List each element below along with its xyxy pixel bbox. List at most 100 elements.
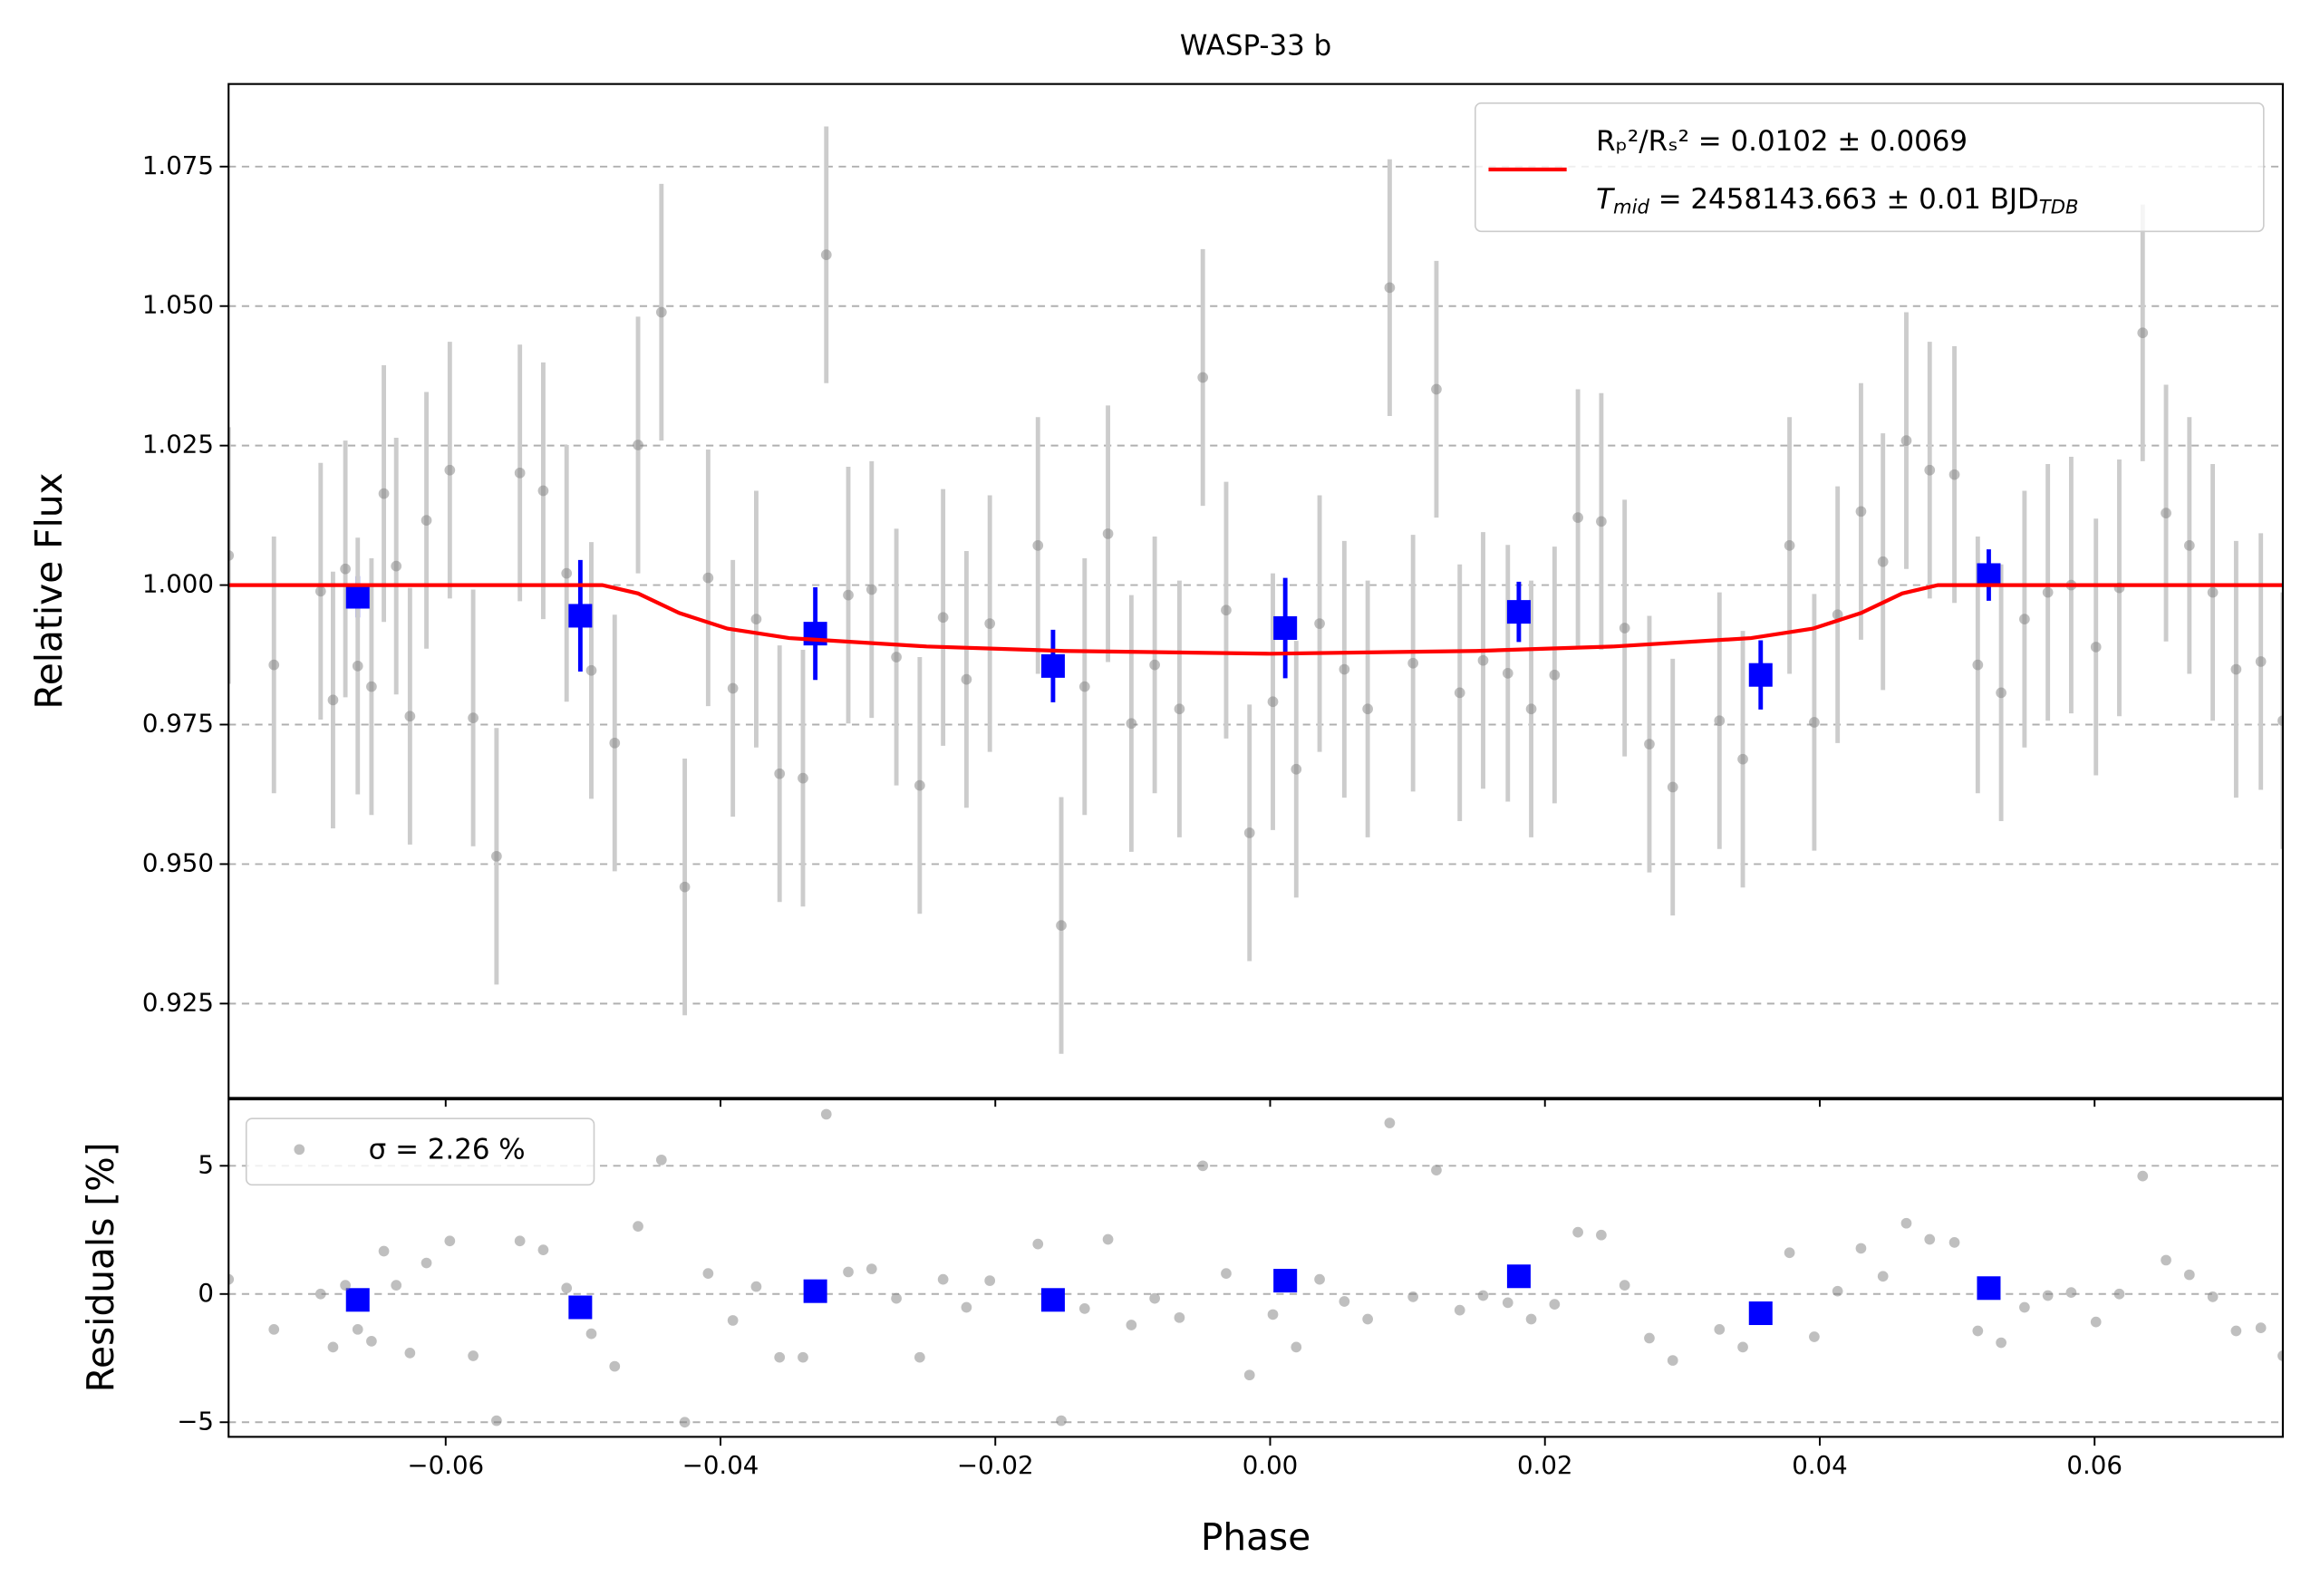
data-point bbox=[268, 659, 280, 671]
data-point bbox=[1996, 1337, 2006, 1349]
data-point bbox=[1078, 1303, 1090, 1314]
data-point bbox=[961, 673, 972, 685]
data-point bbox=[2277, 715, 2283, 727]
data-point bbox=[391, 1280, 402, 1291]
data-point bbox=[798, 1351, 808, 1363]
chart-title: WASP-33 b bbox=[1180, 30, 1331, 63]
data-point bbox=[1032, 1238, 1044, 1250]
data-point bbox=[1384, 1117, 1396, 1128]
data-point bbox=[2161, 1254, 2171, 1266]
binned-point bbox=[1748, 663, 1773, 687]
y-tick-label: 1.000 bbox=[142, 569, 214, 599]
data-point bbox=[444, 1235, 456, 1247]
data-point bbox=[1454, 1304, 1465, 1316]
data-point bbox=[1924, 1233, 1936, 1245]
binned-point bbox=[1977, 563, 2001, 587]
data-point bbox=[1667, 781, 1678, 793]
data-point bbox=[1737, 753, 1748, 765]
legend-note-part: = 2458143.663 ± 0.01 BJD bbox=[1649, 183, 2039, 216]
data-point bbox=[1314, 1273, 1325, 1285]
data-point bbox=[1339, 1296, 1350, 1307]
binned-point bbox=[568, 604, 593, 628]
data-point bbox=[1784, 1247, 1795, 1259]
data-point bbox=[1243, 827, 1255, 838]
data-point bbox=[702, 1268, 714, 1280]
y-axis-label: Residuals [%] bbox=[79, 1142, 122, 1392]
data-point bbox=[774, 1351, 786, 1363]
data-point bbox=[268, 1323, 280, 1335]
data-point bbox=[609, 1360, 621, 1372]
binned-point bbox=[1273, 615, 1298, 640]
x-tick-label: −0.02 bbox=[957, 1450, 1034, 1480]
y-tick-label: 1.025 bbox=[142, 430, 214, 459]
data-point bbox=[750, 614, 762, 624]
data-point bbox=[865, 584, 877, 595]
data-point bbox=[633, 440, 643, 450]
y-tick-label: 0.925 bbox=[142, 987, 214, 1017]
binned-point bbox=[568, 1295, 593, 1320]
data-point bbox=[1267, 696, 1279, 708]
binned-point bbox=[1273, 1269, 1298, 1293]
data-point bbox=[891, 1292, 902, 1304]
data-point bbox=[537, 485, 549, 497]
data-point bbox=[561, 1282, 573, 1294]
data-point bbox=[314, 1288, 326, 1300]
data-point bbox=[366, 1335, 377, 1347]
data-point bbox=[1407, 1291, 1419, 1302]
legend-note-part: T bbox=[1596, 183, 1615, 216]
legend-box bbox=[1475, 102, 2265, 233]
data-point bbox=[1362, 703, 1373, 715]
data-point bbox=[2019, 1301, 2030, 1313]
data-point bbox=[2255, 656, 2267, 667]
data-point bbox=[327, 1341, 339, 1353]
y-tick-label: 0.950 bbox=[142, 847, 214, 877]
data-point bbox=[1714, 715, 1726, 727]
data-point bbox=[1407, 657, 1419, 669]
data-point bbox=[1243, 1369, 1255, 1381]
data-point bbox=[340, 1280, 351, 1291]
legend-note-part: mid bbox=[1613, 195, 1649, 218]
data-point bbox=[1572, 512, 1583, 523]
model-line bbox=[228, 583, 2283, 656]
data-point bbox=[1948, 469, 1960, 480]
data-point bbox=[2019, 614, 2030, 624]
data-point bbox=[655, 1154, 667, 1166]
data-point bbox=[2161, 508, 2171, 519]
data-point bbox=[1714, 1323, 1726, 1335]
data-point bbox=[1197, 372, 1209, 383]
data-point bbox=[1314, 618, 1325, 629]
data-point bbox=[2207, 586, 2219, 598]
data-point bbox=[1032, 540, 1044, 551]
data-point bbox=[1832, 609, 1843, 621]
data-point bbox=[1572, 1226, 1583, 1238]
data-point bbox=[1477, 654, 1489, 666]
data-point bbox=[1502, 1297, 1513, 1309]
data-point bbox=[1174, 1311, 1185, 1323]
data-point bbox=[1596, 516, 1607, 527]
data-point bbox=[1362, 1313, 1373, 1325]
x-tick-label: 0.04 bbox=[1792, 1450, 1848, 1480]
y-tick-label: −5 bbox=[177, 1406, 214, 1436]
binned-point bbox=[345, 1288, 370, 1312]
data-point bbox=[1197, 1160, 1209, 1172]
data-point bbox=[727, 1315, 739, 1326]
y-tick-label: 5 bbox=[198, 1149, 214, 1179]
data-point bbox=[1454, 687, 1465, 699]
data-point bbox=[2183, 540, 2195, 551]
data-point bbox=[1221, 605, 1232, 616]
legend-swatch bbox=[294, 1144, 305, 1156]
plot-area bbox=[228, 126, 2283, 1054]
data-point bbox=[655, 306, 667, 318]
data-point bbox=[491, 1415, 502, 1427]
data-point bbox=[352, 660, 363, 672]
data-point bbox=[2230, 663, 2242, 675]
y-tick-label: 1.050 bbox=[142, 290, 214, 320]
data-point bbox=[2183, 1269, 2195, 1281]
data-point bbox=[2137, 1170, 2149, 1182]
data-point bbox=[1644, 1332, 1655, 1344]
data-point bbox=[1972, 1325, 1984, 1337]
data-point bbox=[1596, 1229, 1607, 1241]
axes-frame bbox=[227, 82, 2284, 1099]
data-point bbox=[609, 737, 621, 749]
